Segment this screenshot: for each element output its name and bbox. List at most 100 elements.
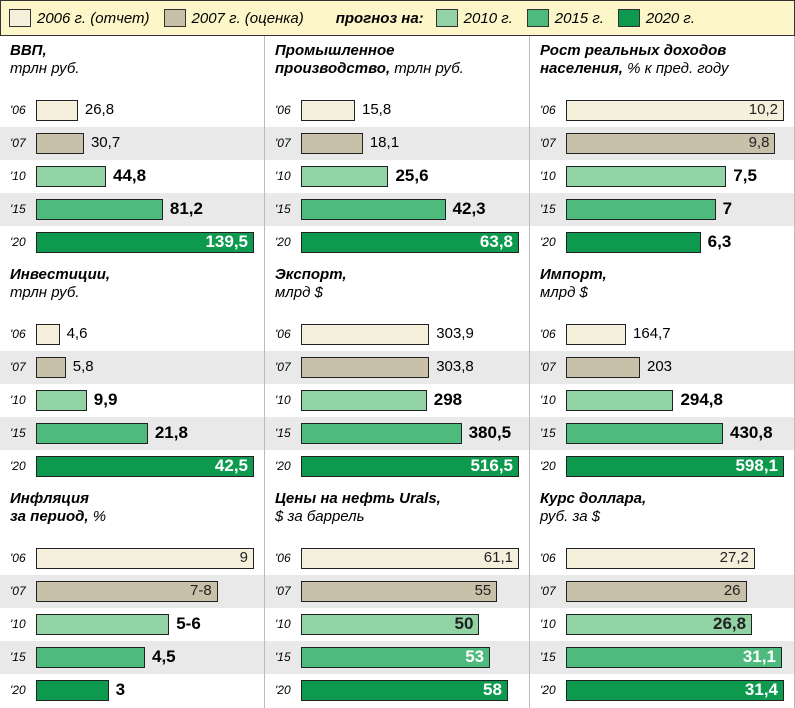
value-label: 139,5 (205, 232, 248, 251)
row: '07 303,8 (265, 351, 529, 384)
row: '20 516,5 (265, 450, 529, 483)
value-label: 27,2 (719, 549, 749, 566)
bar (36, 232, 254, 253)
panel-unit: % (92, 508, 107, 525)
row: '06 4,6 (0, 318, 264, 351)
value-label: 5,8 (72, 358, 94, 375)
bar (301, 390, 427, 411)
row-label: '15 (540, 426, 556, 440)
row-label: '20 (275, 459, 291, 473)
panel-rows: '06 303,9 '07 303,8 '10 298 '15 380,5 '20 516,5 (265, 318, 529, 483)
row-label: '20 (540, 235, 556, 249)
row: '07 9,8 (530, 127, 794, 160)
bar (301, 423, 462, 444)
panel: Цены на нефть Urals, $ за баррель '06 61,1 '… (265, 484, 530, 708)
value-label: 7,5 (733, 166, 757, 185)
row-label: '10 (10, 169, 26, 183)
panel-title: населения, (540, 60, 623, 77)
row: '06 26,8 (0, 94, 264, 127)
bar (566, 390, 674, 411)
value-label: 81,2 (169, 199, 203, 218)
row-label: '20 (10, 235, 26, 249)
row: '10 9,9 (0, 384, 264, 417)
bar (301, 133, 363, 154)
bar (36, 647, 145, 668)
row-label: '07 (275, 136, 291, 150)
row-label: '15 (275, 650, 291, 664)
row: '20 42,5 (0, 450, 264, 483)
bar (36, 100, 78, 121)
value-label: 516,5 (470, 456, 513, 475)
legend-item: 2020 г. (617, 9, 695, 27)
row: '06 303,9 (265, 318, 529, 351)
row-label: '07 (540, 136, 556, 150)
panel-unit: руб. за $ (540, 508, 601, 525)
bar (301, 581, 498, 602)
value-label: 5-6 (176, 614, 201, 633)
value-label: 42,3 (452, 199, 486, 218)
panel-unit: трлн руб. (394, 60, 464, 77)
bar (36, 390, 87, 411)
value-label: 26,8 (84, 101, 115, 118)
panel-title: Инвестиции, (10, 266, 111, 283)
bar (36, 324, 60, 345)
value-label: 9,9 (93, 390, 118, 409)
bar (36, 456, 254, 477)
panel-header: Инвестиции, трлн руб. (0, 260, 264, 318)
row: '10 5-6 (0, 608, 264, 641)
value-label: 303,8 (436, 358, 474, 375)
bar (301, 357, 430, 378)
legend-swatch (435, 9, 458, 27)
row-label: '06 (10, 327, 26, 341)
bar (566, 423, 724, 444)
row-label: '06 (275, 327, 291, 341)
panel-title: ВВП, (10, 42, 47, 59)
bar (566, 548, 755, 569)
panel-title: Импорт, (540, 266, 607, 283)
panel-header: Инфляция за период, % (0, 484, 264, 542)
value-label: 63,8 (479, 232, 513, 251)
row: '06 15,8 (265, 94, 529, 127)
row-label: '06 (275, 103, 291, 117)
row: '15 4,5 (0, 641, 264, 674)
value-label: 18,1 (369, 134, 400, 151)
panel-title: Экспорт, (275, 266, 347, 283)
value-label: 50 (454, 614, 474, 633)
row-label: '10 (10, 393, 26, 407)
row: '06 164,7 (530, 318, 794, 351)
row: '15 380,5 (265, 417, 529, 450)
row-label: '20 (275, 683, 291, 697)
panel-rows: '06 15,8 '07 18,1 '10 25,6 '15 42,3 '20 63,8 (265, 94, 529, 259)
legend-item: 2007 г. (оценка) (163, 9, 304, 27)
bar (36, 199, 163, 220)
row: '20 3 (0, 674, 264, 707)
row: '06 61,1 (265, 542, 529, 575)
panel: Рост реальных доходов населения, % к пред… (530, 36, 795, 260)
value-label: 21,8 (154, 423, 188, 442)
row-label: '10 (275, 617, 291, 631)
row: '20 139,5 (0, 226, 264, 259)
panel-rows: '06 10,2 '07 9,8 '10 7,5 '15 7 '20 6,3 (530, 94, 794, 259)
value-label: 42,5 (214, 456, 248, 475)
row: '15 31,1 (530, 641, 794, 674)
bar (566, 357, 640, 378)
row-label: '15 (275, 202, 291, 216)
bar (566, 133, 776, 154)
value-label: 30,7 (90, 134, 121, 151)
legend-label: 2020 г. (645, 9, 695, 27)
value-label: 15,8 (361, 101, 392, 118)
row-label: '07 (540, 584, 556, 598)
panel: Инфляция за период, % '06 9 '07 7-8 '10 5-6 '15 4… (0, 484, 265, 708)
row-label: '07 (10, 584, 26, 598)
panel: Курс доллара, руб. за $ '06 27,2 '07 26 '10 26,… (530, 484, 795, 708)
bar (301, 100, 355, 121)
panel-title: Цены на нефть Urals, (275, 490, 441, 507)
panel-header: Промышленное производство, трлн руб. (265, 36, 529, 94)
row-label: '10 (540, 617, 556, 631)
value-label: 6,3 (707, 232, 732, 251)
row: '20 31,4 (530, 674, 794, 707)
row-label: '07 (275, 360, 291, 374)
value-label: 31,1 (742, 647, 776, 666)
value-label: 4,6 (66, 325, 88, 342)
legend-swatch (617, 9, 640, 27)
